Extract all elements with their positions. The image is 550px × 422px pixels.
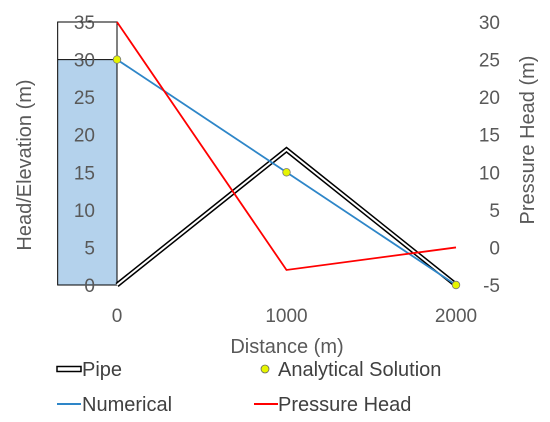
- legend-label-numerical: Numerical: [82, 394, 172, 416]
- x-tick-label: 0: [112, 306, 123, 327]
- y2-tick-label: 5: [489, 201, 500, 222]
- x-tick-label: 1000: [265, 306, 307, 327]
- y2-tick-label: 30: [479, 13, 500, 34]
- legend-item-pipe: Pipe: [56, 359, 122, 381]
- legend-label-pressure-head: Pressure Head: [278, 394, 411, 416]
- y-tick-label: 0: [84, 276, 95, 297]
- legend-item-numerical: Numerical: [57, 394, 172, 416]
- reservoir-water: [57, 59, 117, 286]
- series-pressure-head: [116, 21, 457, 271]
- x-tick-label: 2000: [435, 306, 477, 327]
- y-tick-label: 10: [74, 201, 95, 222]
- y2-tick-label: 0: [489, 238, 500, 259]
- legend-label-pipe: Pipe: [82, 359, 122, 381]
- tick-layer: 0 5 10 15 20 25 30 35 -5 0 5 10 15 20 25 30 0 1000 2000: [74, 13, 500, 327]
- x-axis-title: Distance (m): [230, 336, 343, 358]
- y-axis-title: Head/Elevation (m): [14, 79, 36, 250]
- y2-tick-label: 10: [479, 163, 500, 184]
- y-tick-label: 5: [84, 238, 95, 259]
- y2-tick-label: 25: [479, 51, 500, 72]
- legend-item-pressure-head: Pressure Head: [254, 394, 411, 416]
- legend-swatch-analytical: [260, 364, 270, 374]
- legend-swatch-pipe: [56, 365, 82, 373]
- reservoir: [57, 21, 118, 286]
- legend-item-analytical-solution: Analytical Solution: [260, 359, 441, 381]
- y-tick-label: 15: [74, 163, 95, 184]
- y-tick-label: 30: [74, 51, 95, 72]
- series-layer: [112, 21, 461, 290]
- legend: Pipe Analytical Solution Numerical Press…: [56, 359, 441, 416]
- y2-tick-label: 20: [479, 88, 500, 109]
- y-tick-label: 25: [74, 88, 95, 109]
- y2-tick-label: -5: [483, 276, 500, 297]
- series-analytical-solution-point: [112, 55, 122, 64]
- y-tick-label: 35: [74, 13, 95, 34]
- legend-label-analytical-solution: Analytical Solution: [278, 359, 441, 381]
- y2-axis-title: Pressure Head (m): [517, 56, 539, 225]
- reservoir-outline: [57, 21, 118, 286]
- series-analytical-solution-point: [451, 280, 461, 290]
- y2-tick-label: 15: [479, 126, 500, 147]
- y-tick-label: 20: [74, 126, 95, 147]
- series-analytical-solution-point: [282, 168, 291, 177]
- series-pipe-inner: [116, 148, 457, 286]
